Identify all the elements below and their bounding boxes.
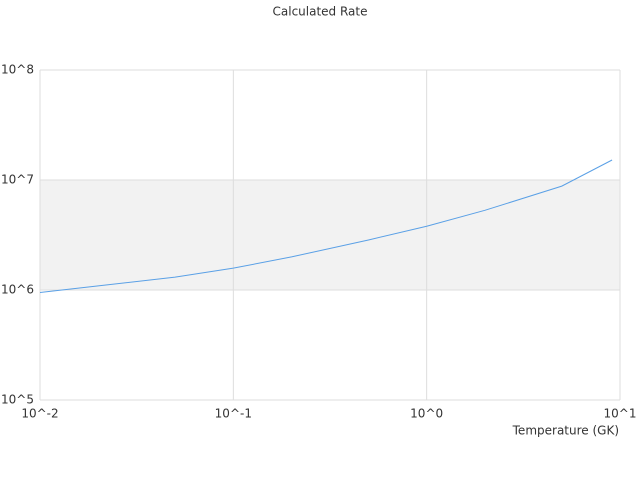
grid-band: [40, 180, 620, 290]
y-tick-label: 10^8: [1, 63, 34, 77]
y-tick-label: 10^7: [1, 173, 34, 187]
x-tick-label: 10^0: [410, 407, 443, 421]
x-axis-label: Temperature (GK): [512, 424, 619, 438]
y-tick-label: 10^6: [1, 283, 34, 297]
line: [39, 159, 613, 293]
y-tick-label: 10^5: [1, 393, 34, 407]
x-tick-label: 10^-1: [215, 407, 252, 421]
chart-title: Calculated Rate: [273, 5, 368, 19]
x-tick-label: 10^1: [604, 407, 637, 421]
x-tick-label: 10^-2: [21, 407, 58, 421]
